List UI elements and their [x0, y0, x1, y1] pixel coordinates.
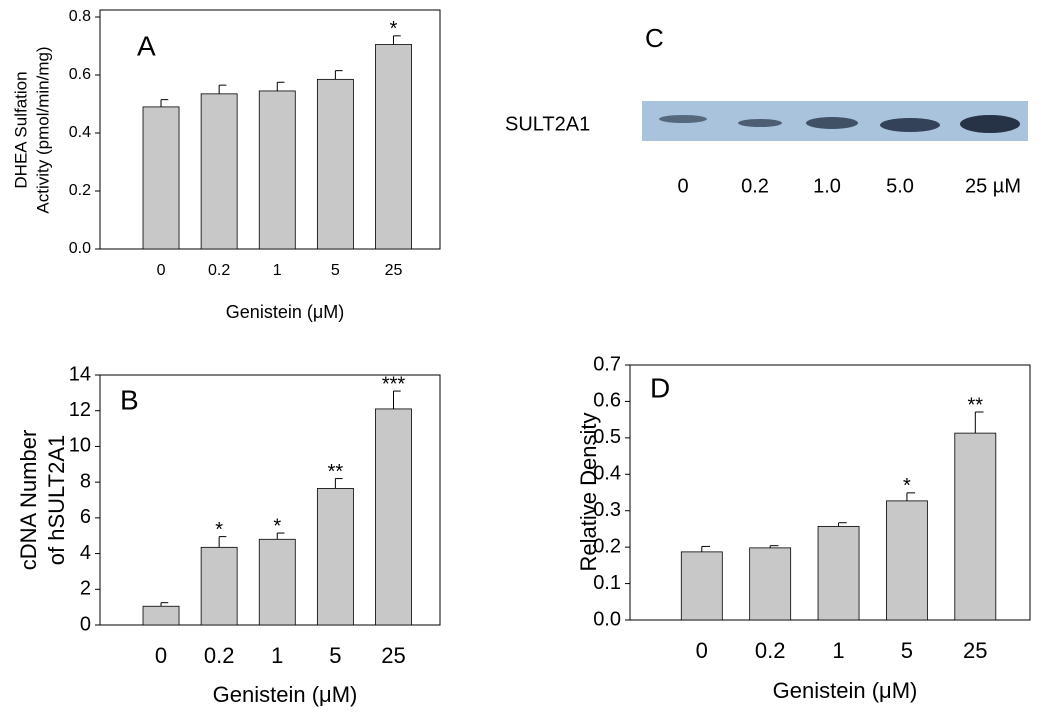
y-tick-label: 0 — [80, 613, 91, 635]
x-tick-label: 0.2 — [755, 638, 786, 663]
significance: * — [390, 18, 398, 40]
bar — [886, 500, 928, 621]
y-axis-label: cDNA Number — [16, 430, 41, 571]
significance: ** — [328, 461, 344, 483]
x-tick-label: 0.2 — [204, 643, 235, 668]
y-tick-label: 2 — [80, 578, 91, 600]
x-axis-label: Genistein (μM) — [213, 682, 358, 707]
y-tick-label: 8 — [80, 470, 91, 492]
y-tick-label: 0.2 — [69, 182, 91, 199]
significance: ** — [968, 394, 984, 416]
y-tick-label: 0.4 — [593, 463, 621, 485]
y-tick-label: 4 — [80, 542, 91, 564]
lane-label: 1.0 — [813, 175, 841, 197]
y-tick-label: 0.4 — [69, 124, 91, 141]
y-axis-label: Relative Density — [576, 413, 601, 572]
y-axis-label: Activity (pmol/min/mg) — [33, 46, 52, 213]
lane-label: 0 — [677, 175, 688, 197]
bar — [142, 106, 180, 250]
panel-label: D — [650, 372, 670, 403]
lane-label: 25 µM — [965, 175, 1021, 197]
y-axis-label: DHEA Sulfation — [11, 71, 30, 188]
lane-label: 0.2 — [741, 175, 769, 197]
bar — [142, 605, 180, 626]
bar — [954, 432, 997, 621]
y-axis-label: of hSULT2A1 — [44, 435, 69, 565]
y-tick-label: 0.0 — [69, 240, 91, 257]
significance: * — [903, 475, 911, 497]
blot-band — [960, 115, 1020, 133]
x-tick-label: 25 — [385, 262, 403, 279]
blot-band — [806, 117, 858, 129]
bar — [749, 547, 792, 621]
x-tick-label: 0 — [157, 262, 166, 279]
y-tick-label: 0.0 — [593, 608, 621, 630]
x-tick-label: 0.2 — [208, 262, 230, 279]
significance: * — [273, 515, 281, 537]
bar — [316, 78, 354, 250]
y-tick-label: 0.2 — [593, 535, 621, 557]
x-tick-label: 0 — [696, 638, 708, 663]
bar — [375, 408, 412, 626]
bar — [316, 487, 354, 626]
x-tick-label: 25 — [963, 638, 987, 663]
bar — [375, 44, 412, 250]
y-tick-label: 6 — [80, 506, 91, 528]
x-tick-label: 5 — [329, 643, 341, 668]
y-tick-label: 0.5 — [593, 426, 621, 448]
y-tick-label: 0.8 — [69, 8, 91, 25]
x-axis-label: Genistein (μM) — [226, 302, 344, 322]
x-tick-label: 1 — [271, 643, 283, 668]
x-tick-label: 25 — [381, 643, 405, 668]
panel-label: B — [120, 384, 139, 415]
bar — [817, 525, 860, 621]
panel-label: C — [645, 23, 664, 53]
y-tick-label: 14 — [69, 363, 91, 385]
bar — [200, 546, 238, 626]
bar — [258, 90, 296, 250]
blot-panel: C SULT2A1 — [505, 23, 1028, 141]
x-tick-label: 5 — [901, 638, 913, 663]
y-tick-label: 10 — [69, 435, 91, 457]
x-tick-label: 0 — [155, 643, 167, 668]
blot-band — [880, 118, 940, 132]
y-tick-label: 0.6 — [593, 390, 621, 412]
blot-band — [738, 119, 782, 127]
y-tick-label: 0.1 — [593, 572, 621, 594]
y-tick-label: 0.6 — [69, 66, 91, 83]
x-axis-label: Genistein (μM) — [773, 678, 918, 703]
y-tick-label: 12 — [69, 399, 91, 421]
blot-row-label: SULT2A1 — [505, 113, 590, 135]
panel-label: A — [137, 30, 156, 61]
bar — [200, 93, 238, 250]
y-tick-label: 0.7 — [593, 353, 621, 375]
x-tick-label: 1 — [273, 262, 282, 279]
significance: * — [215, 519, 223, 541]
y-tick-label: 0.3 — [593, 499, 621, 521]
lane-label: 5.0 — [886, 175, 914, 197]
blot-band — [659, 115, 707, 123]
significance: *** — [382, 373, 406, 395]
bar — [258, 538, 296, 626]
bar — [680, 551, 723, 621]
x-tick-label: 5 — [331, 262, 340, 279]
x-tick-label: 1 — [832, 638, 844, 663]
